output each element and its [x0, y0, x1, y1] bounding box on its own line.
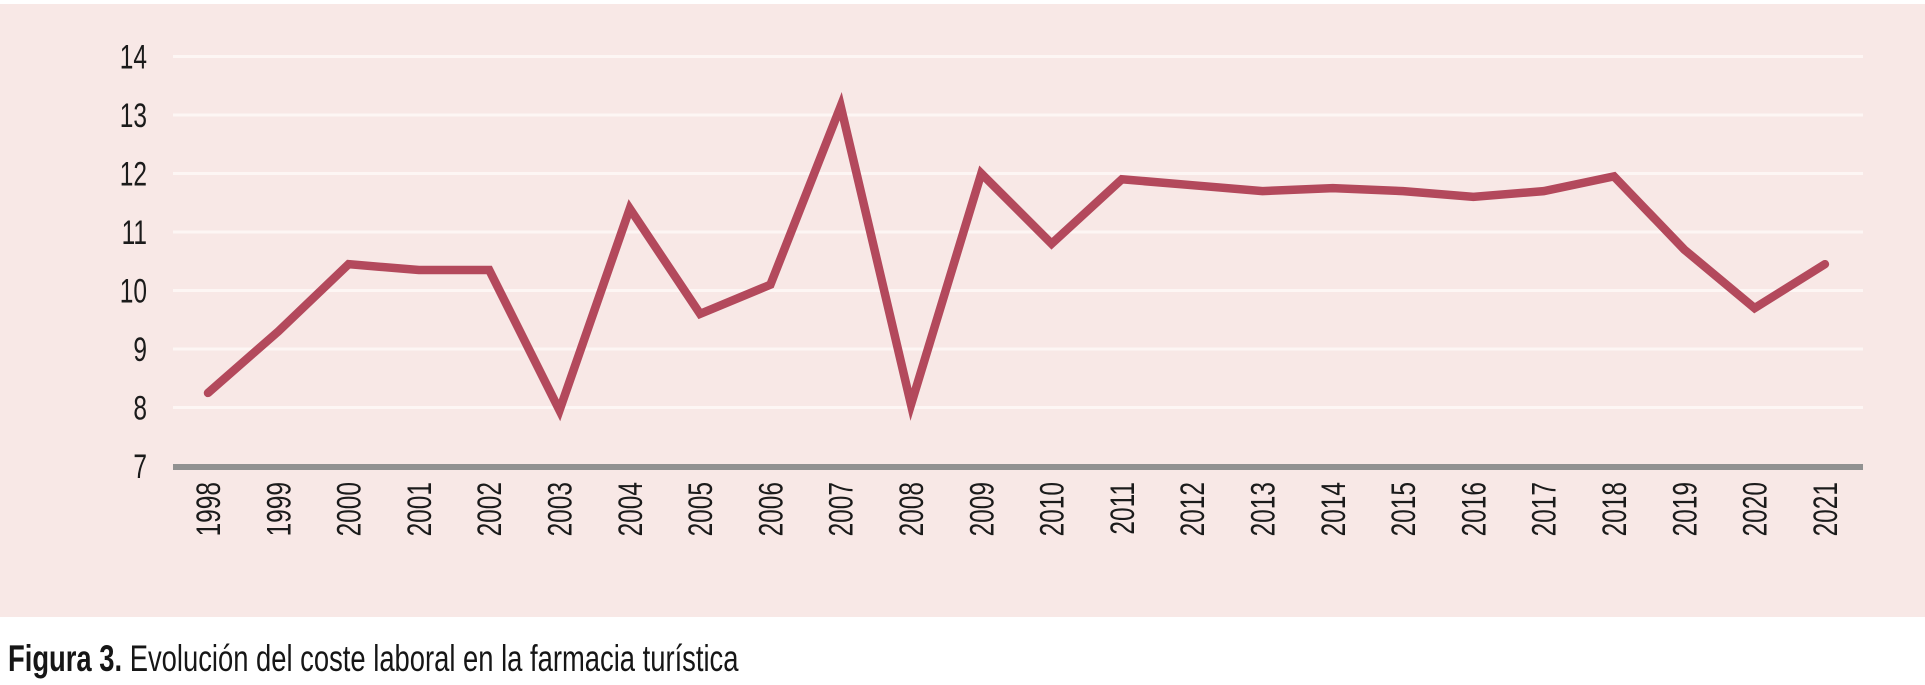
x-tick-label: 2008 [893, 482, 931, 536]
y-tick-label: 8 [133, 390, 147, 428]
x-tick-label: 2010 [1034, 482, 1072, 536]
x-tick-label: 2006 [753, 482, 791, 536]
x-tick-label: 2003 [542, 482, 580, 536]
x-tick-label: 2007 [823, 482, 861, 536]
y-tick-label: 9 [133, 331, 147, 369]
x-tick-label: 2019 [1666, 482, 1704, 536]
x-tick-label: 2009 [963, 482, 1001, 536]
x-tick-label: 2001 [401, 482, 439, 536]
y-tick-label: 7 [133, 448, 147, 486]
y-tick-label: 10 [120, 273, 147, 311]
x-tick-label: 2000 [331, 482, 369, 536]
y-tick-label: 14 [120, 39, 147, 77]
y-tick-label: 11 [122, 214, 147, 252]
x-tick-label: 1999 [260, 482, 298, 536]
y-tick-label: 12 [120, 156, 147, 194]
x-tick-label: 2005 [682, 482, 720, 536]
labor-cost-line [203, 92, 1830, 422]
x-tick-label: 2018 [1596, 482, 1634, 536]
x-tick-label: 2011 [1104, 482, 1142, 535]
x-tick-label: 2012 [1174, 482, 1212, 536]
x-tick-label: 2004 [612, 482, 650, 536]
x-tick-label: 2002 [471, 482, 509, 536]
x-tick-label: 2020 [1737, 482, 1775, 536]
x-tick-label: 2016 [1456, 482, 1494, 536]
x-tick-label: 2014 [1315, 482, 1353, 536]
y-tick-label: 13 [120, 97, 147, 135]
figure-caption: Figura 3. Evolución del coste laboral en… [8, 638, 738, 680]
x-tick-label: 2015 [1385, 482, 1423, 536]
x-tick-label: 2013 [1245, 482, 1283, 536]
x-tick-label: 2017 [1526, 482, 1564, 536]
x-tick-label: 1998 [190, 482, 228, 536]
figure-label: Figura 3. [8, 638, 123, 679]
x-tick-label: 2021 [1807, 482, 1845, 536]
figure-caption-text: Evolución del coste laboral en la farmac… [122, 638, 739, 679]
chart-panel [0, 4, 1925, 617]
